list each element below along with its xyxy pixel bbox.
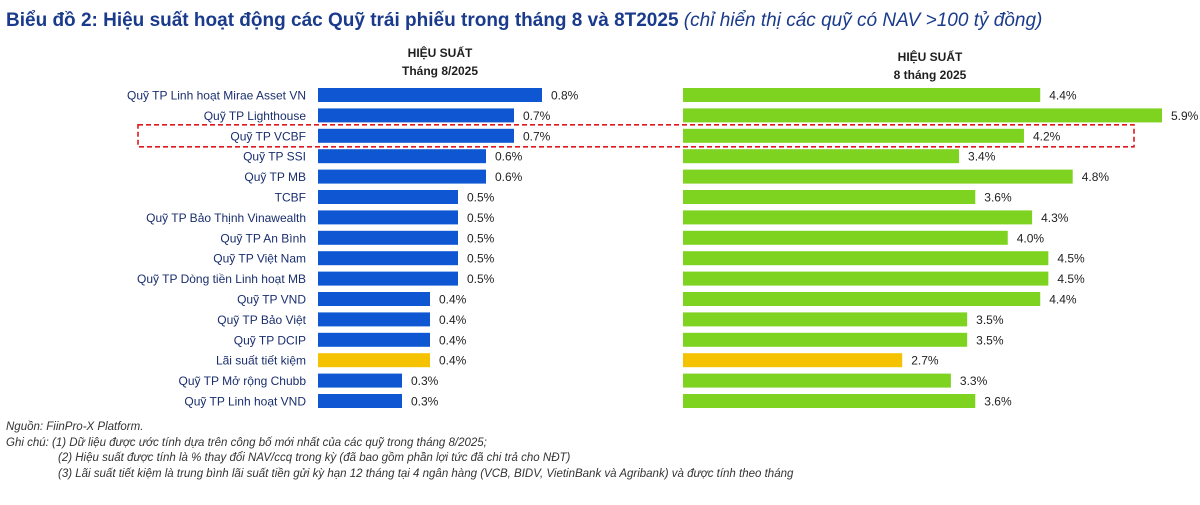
ytd-bar — [683, 332, 968, 347]
ytd-bar — [683, 108, 1162, 123]
monthly-bar — [318, 312, 430, 327]
note-3: (3) Lãi suất tiết kiệm là trung bình lãi… — [58, 467, 794, 480]
category-label: TCBF — [275, 191, 306, 205]
monthly-value-label: 0.3% — [411, 395, 439, 409]
monthly-header-line2: Tháng 8/2025 — [401, 64, 479, 78]
monthly-bar — [318, 332, 430, 347]
category-label: Quỹ TP Việt Nam — [213, 252, 306, 266]
note-1: Ghi chú: (1) Dữ liệu được ước tính dựa t… — [6, 436, 487, 449]
monthly-value-label: 0.7% — [523, 109, 551, 123]
ytd-value-label: 4.5% — [1057, 252, 1085, 266]
ytd-bar — [683, 251, 1049, 266]
monthly-value-label: 0.5% — [467, 272, 495, 286]
ytd-value-label: 3.6% — [984, 191, 1012, 205]
ytd-bar — [683, 230, 1008, 245]
ytd-value-label: 4.4% — [1049, 293, 1077, 307]
ytd-header-line2: 8 tháng 2025 — [893, 68, 967, 82]
monthly-bar — [318, 230, 458, 245]
monthly-value-label: 0.5% — [467, 211, 495, 225]
monthly-bar — [318, 149, 486, 164]
ytd-header-line1: HIỆU SUẤT — [897, 50, 963, 64]
monthly-bar — [318, 210, 458, 225]
monthly-bar — [318, 353, 430, 368]
monthly-bar — [318, 190, 458, 204]
monthly-value-label: 0.6% — [495, 150, 523, 164]
category-label: Quỹ TP Bảo Thịnh Vinawealth — [146, 211, 306, 225]
monthly-value-label: 0.4% — [439, 333, 467, 347]
bar-chart-svg: Quỹ TP Linh hoạt Mirae Asset VN 0.8% 4.4% Q… — [127, 88, 1199, 409]
footnotes: Nguồn: FiinPro-X Platform. Ghi chú: (1) … — [6, 420, 793, 482]
ytd-bar — [683, 88, 1041, 102]
monthly-bar — [318, 108, 514, 123]
category-label: Quỹ TP VCBF — [230, 129, 306, 143]
ytd-value-label: 3.5% — [976, 313, 1004, 327]
monthly-value-label: 0.7% — [523, 129, 551, 143]
category-label: Quỹ TP MB — [244, 170, 306, 184]
monthly-bar — [318, 373, 402, 388]
ytd-bar — [683, 169, 1073, 184]
monthly-value-label: 0.4% — [439, 313, 467, 327]
monthly-column-header: HIỆU SUẤT Tháng 8/2025 — [380, 44, 500, 80]
ytd-bar — [683, 312, 968, 327]
monthly-bar — [318, 251, 458, 266]
ytd-value-label: 3.4% — [968, 150, 996, 164]
monthly-header-line1: HIỆU SUẤT — [407, 46, 473, 60]
category-label: Quỹ TP Mở rộng Chubb — [179, 374, 307, 388]
monthly-bar — [318, 394, 402, 408]
ytd-value-label: 4.0% — [1017, 231, 1045, 245]
category-label: Quỹ TP Dòng tiền Linh hoạt MB — [137, 272, 306, 286]
ytd-value-label: 2.7% — [911, 354, 939, 368]
category-label: Quỹ TP VND — [237, 293, 306, 307]
ytd-bar — [683, 292, 1041, 306]
ytd-bar — [683, 149, 960, 164]
ytd-bar — [683, 353, 903, 368]
ytd-bar — [683, 128, 1024, 143]
ytd-bar — [683, 190, 976, 204]
source-note: Nguồn: FiinPro-X Platform. — [6, 421, 144, 433]
category-label: Quỹ TP SSI — [243, 150, 306, 164]
ytd-value-label: 4.2% — [1033, 129, 1061, 143]
ytd-value-label: 5.9% — [1171, 109, 1199, 123]
monthly-bar — [318, 128, 514, 143]
ytd-value-label: 3.3% — [960, 374, 988, 388]
monthly-bar — [318, 88, 542, 102]
category-label: Quỹ TP Linh hoạt Mirae Asset VN — [127, 89, 306, 103]
monthly-value-label: 0.4% — [439, 293, 467, 307]
monthly-bar — [318, 292, 430, 306]
ytd-value-label: 4.3% — [1041, 211, 1069, 225]
ytd-value-label: 3.6% — [984, 395, 1012, 409]
monthly-value-label: 0.5% — [467, 231, 495, 245]
highlight-box-vcbf — [137, 124, 1135, 148]
category-label: Quỹ TP Lighthouse — [204, 109, 307, 123]
ytd-value-label: 3.5% — [976, 333, 1004, 347]
chart-title-sub: (chỉ hiển thị các quỹ có NAV >100 tỷ đồn… — [683, 10, 1043, 31]
monthly-value-label: 0.3% — [411, 374, 439, 388]
ytd-bar — [683, 210, 1033, 225]
category-label: Quỹ TP Linh hoạt VND — [184, 395, 306, 409]
category-label: Quỹ TP Bảo Việt — [217, 313, 306, 327]
ytd-value-label: 4.5% — [1057, 272, 1085, 286]
ytd-bar — [683, 373, 951, 388]
ytd-value-label: 4.4% — [1049, 89, 1077, 103]
monthly-value-label: 0.4% — [439, 354, 467, 368]
chart-title: Biểu đồ 2: Hiệu suất hoạt động các Quỹ t… — [6, 10, 1042, 32]
ytd-bar — [683, 271, 1049, 286]
monthly-value-label: 0.8% — [551, 89, 579, 103]
ytd-bar — [683, 394, 976, 408]
monthly-bar — [318, 169, 486, 184]
ytd-value-label: 4.8% — [1082, 170, 1110, 184]
chart-title-main: Biểu đồ 2: Hiệu suất hoạt động các Quỹ t… — [6, 10, 679, 31]
category-label: Lãi suất tiết kiệm — [216, 354, 306, 368]
note-2: (2) Hiệu suất được tính là % thay đổi NA… — [58, 452, 571, 464]
category-label: Quỹ TP An Bình — [220, 231, 306, 245]
monthly-value-label: 0.5% — [467, 252, 495, 266]
ytd-column-header: HIỆU SUẤT 8 tháng 2025 — [870, 48, 990, 84]
monthly-value-label: 0.6% — [495, 170, 523, 184]
monthly-value-label: 0.5% — [467, 191, 495, 205]
monthly-bar — [318, 271, 458, 286]
category-label: Quỹ TP DCIP — [234, 333, 306, 347]
